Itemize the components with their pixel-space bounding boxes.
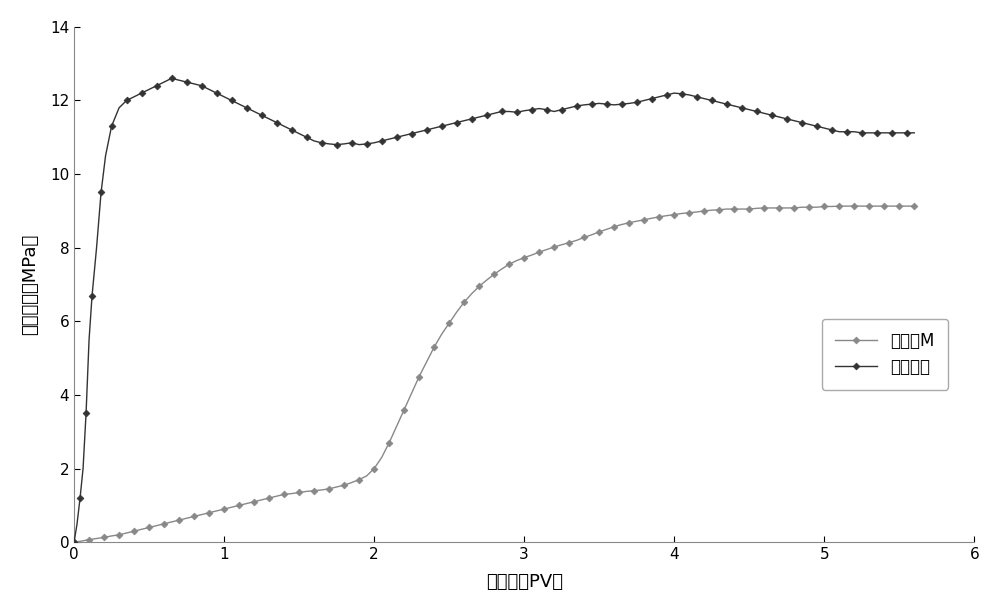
注菌种M: [833, 203, 845, 210]
Line: 注菌种M: 注菌种M: [72, 204, 917, 545]
后续水驱: [728, 102, 740, 110]
后续水驱: [166, 75, 178, 82]
后续水驱: [646, 95, 658, 102]
注菌种M: [698, 207, 710, 215]
后续水驱: [68, 539, 80, 546]
后续水驱: [908, 129, 920, 136]
注菌种M: [68, 539, 80, 546]
注菌种M: [766, 204, 778, 212]
Legend: 注菌种M, 后续水驱: 注菌种M, 后续水驱: [822, 319, 948, 390]
注菌种M: [856, 203, 868, 210]
后续水驱: [713, 99, 725, 106]
注菌种M: [908, 203, 920, 210]
Y-axis label: 注入压力（MPa）: 注入压力（MPa）: [21, 234, 39, 335]
后续水驱: [338, 140, 350, 147]
注菌种M: [98, 534, 110, 541]
后续水驱: [218, 93, 230, 100]
Line: 后续水驱: 后续水驱: [72, 76, 917, 545]
X-axis label: 注入量（PV）: 注入量（PV）: [486, 573, 563, 591]
注菌种M: [338, 482, 350, 489]
注菌种M: [91, 535, 103, 542]
后续水驱: [128, 93, 140, 100]
